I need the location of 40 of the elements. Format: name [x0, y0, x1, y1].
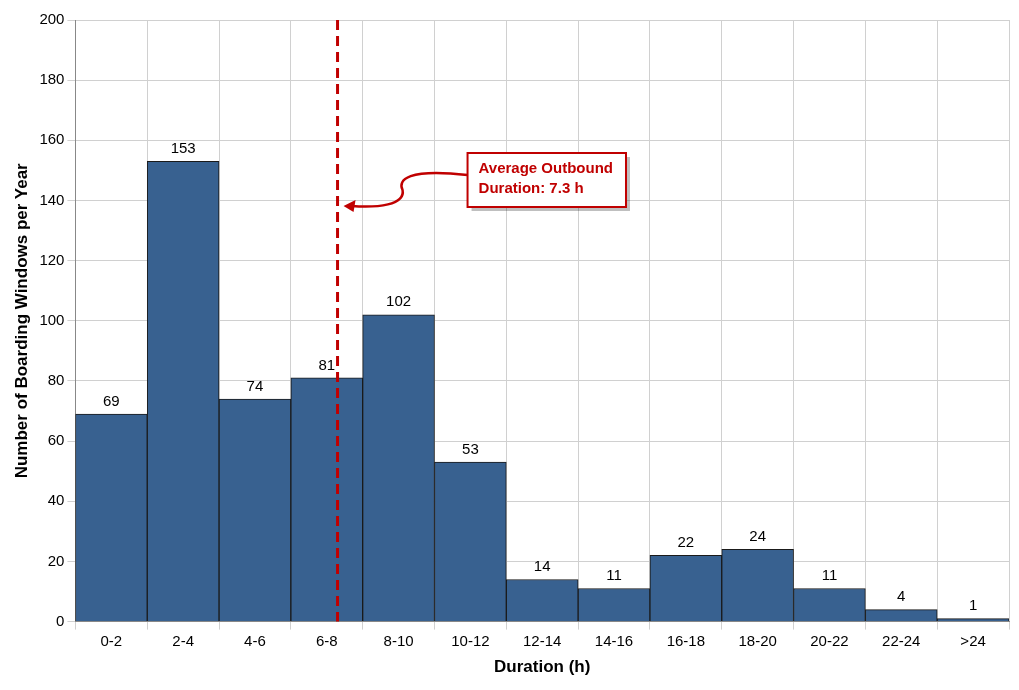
ref-line-label: Average Outbound Duration: 7.3 h — [478, 158, 613, 196]
data-label: 11 — [821, 566, 838, 584]
y-tick-label: 120 — [39, 250, 65, 268]
x-tick-label: 4-6 — [244, 631, 266, 649]
x-tick-label: 18-20 — [738, 631, 777, 649]
y-tick-label: 40 — [47, 491, 65, 509]
x-tick-label: 12-14 — [523, 631, 562, 649]
x-tick-label: 16-18 — [666, 631, 706, 649]
data-label: 153 — [170, 139, 196, 157]
y-tick-label: 60 — [47, 431, 65, 449]
x-tick-label: 14-16 — [594, 631, 634, 649]
x-tick-label: 20-22 — [810, 631, 849, 649]
x-tick-label: >24 — [960, 631, 986, 649]
data-label: 74 — [246, 376, 264, 394]
data-label: 81 — [318, 355, 336, 373]
x-tick-label: 6-8 — [315, 631, 338, 649]
x-axis-title: Duration (h) — [494, 657, 591, 677]
y-tick-label: 180 — [39, 70, 65, 88]
y-tick-label: 20 — [47, 551, 65, 569]
y-tick-label: 80 — [47, 371, 65, 389]
x-tick-label: 2-4 — [172, 631, 194, 649]
x-tick-label: 0-2 — [100, 631, 123, 649]
x-tick-label: 22-24 — [882, 631, 921, 649]
data-label: 24 — [749, 527, 766, 545]
data-label: 11 — [606, 566, 622, 584]
y-axis-title: Number of Boarding Windows per Year — [11, 162, 31, 479]
y-tick-label: 200 — [39, 10, 65, 28]
y-tick-label: 0 — [56, 611, 65, 629]
y-tick-label: 100 — [39, 310, 65, 328]
data-label: 1 — [968, 596, 978, 614]
data-label: 4 — [897, 587, 906, 605]
y-tick-label: 140 — [39, 190, 65, 208]
data-label: 102 — [386, 292, 412, 310]
data-label: 53 — [462, 439, 479, 457]
x-tick-label: 8-10 — [383, 631, 414, 649]
data-label: 69 — [102, 391, 120, 409]
x-tick-label: 10-12 — [451, 631, 490, 649]
data-label: 14 — [533, 557, 551, 575]
data-label: 22 — [677, 533, 695, 551]
y-tick-label: 160 — [39, 130, 65, 148]
